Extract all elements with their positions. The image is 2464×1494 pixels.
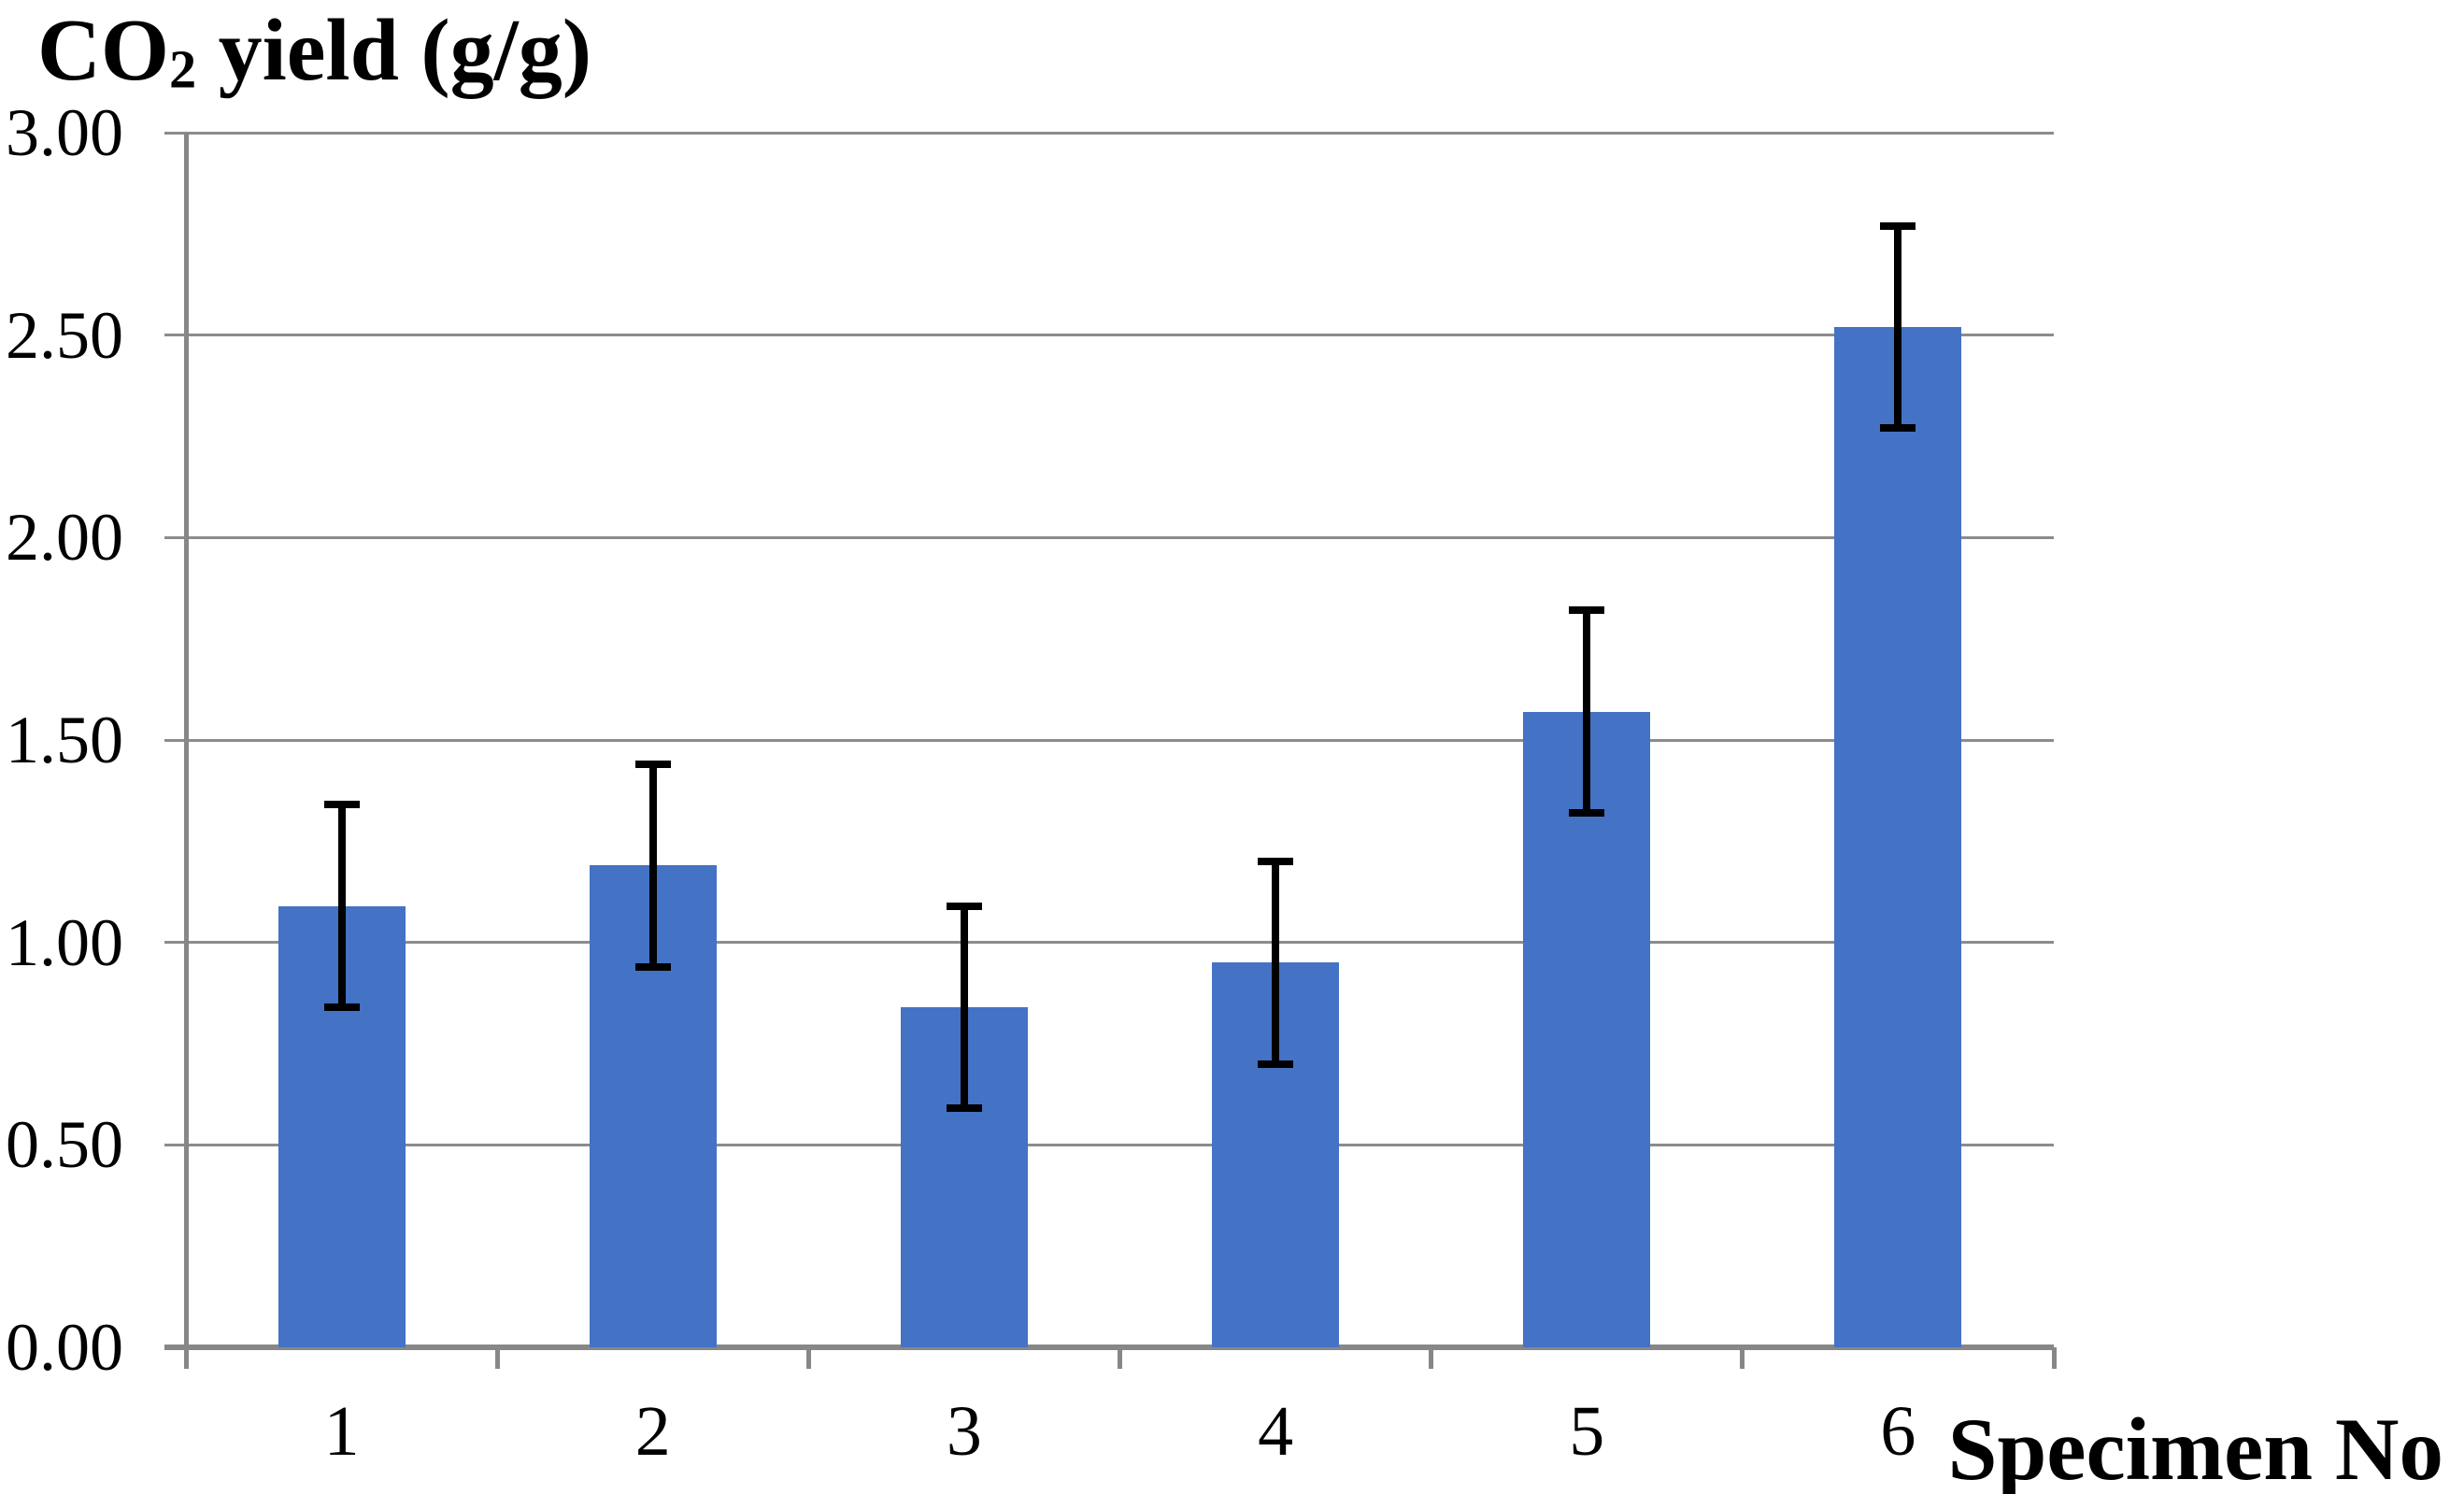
error-bar-top-cap-specimen-3 — [946, 902, 982, 910]
error-bar-bottom-cap-specimen-4 — [1258, 1060, 1294, 1068]
x-tick-label-2: 2 — [634, 1392, 671, 1471]
error-bar-bottom-cap-specimen-1 — [323, 1003, 360, 1011]
error-bar-line-specimen-6 — [1894, 225, 1902, 429]
chart-title-subscript: 2 — [169, 38, 197, 100]
error-bar-line-specimen-1 — [337, 804, 346, 1007]
error-bar-top-cap-specimen-5 — [1569, 606, 1605, 615]
error-bar-line-specimen-4 — [1272, 861, 1280, 1064]
error-bar-bottom-cap-specimen-5 — [1569, 809, 1605, 817]
chart-title-suffix: yield (g/g) — [196, 2, 592, 99]
gridline-y-3.00 — [164, 131, 2054, 135]
y-tick-label-2.00: 2.00 — [6, 500, 123, 576]
error-bar-bottom-cap-specimen-6 — [1880, 424, 1916, 433]
error-bar-line-specimen-5 — [1583, 610, 1591, 813]
gridline-y-2.00 — [164, 535, 2054, 539]
x-tick-label-5: 5 — [1569, 1392, 1605, 1471]
chart-title-prefix: CO — [37, 2, 169, 99]
x-axis-tick — [1740, 1347, 1745, 1369]
gridline-y-1.50 — [164, 738, 2054, 742]
y-tick-label-1.50: 1.50 — [6, 703, 123, 777]
gridline-y-0.50 — [164, 1143, 2054, 1146]
y-tick-label-2.50: 2.50 — [6, 297, 123, 373]
y-tick-label-0.00: 0.00 — [6, 1310, 123, 1385]
error-bar-top-cap-specimen-1 — [323, 801, 360, 809]
x-axis-tick — [1118, 1347, 1122, 1369]
x-tick-label-3: 3 — [946, 1392, 982, 1471]
x-axis-tick — [805, 1347, 811, 1369]
x-axis-line — [164, 1345, 2054, 1350]
x-axis-tick — [494, 1347, 500, 1369]
error-bar-bottom-cap-specimen-3 — [946, 1104, 982, 1113]
error-bar-bottom-cap-specimen-2 — [634, 962, 671, 971]
x-axis-title: Specimen No — [1947, 1400, 2443, 1494]
error-bar-line-specimen-3 — [960, 905, 968, 1109]
y-tick-label-1.00: 1.00 — [6, 904, 123, 980]
error-bar-line-specimen-2 — [648, 764, 657, 967]
error-bar-top-cap-specimen-4 — [1258, 858, 1294, 865]
error-bar-top-cap-specimen-6 — [1880, 221, 1916, 230]
x-axis-tick — [1429, 1347, 1434, 1369]
y-axis-line — [183, 133, 189, 1369]
gridline-y-1.00 — [164, 941, 2054, 945]
y-tick-label-0.50: 0.50 — [6, 1107, 123, 1183]
x-tick-label-1: 1 — [323, 1392, 360, 1471]
chart-title: CO2 yield (g/g) — [37, 0, 591, 101]
bar-specimen-5 — [1523, 711, 1651, 1347]
x-axis-tick — [2051, 1347, 2057, 1369]
y-tick-label-3.00: 3.00 — [6, 95, 123, 170]
x-tick-label-4: 4 — [1258, 1392, 1294, 1471]
bar-specimen-6 — [1834, 327, 1962, 1347]
gridline-y-2.50 — [164, 334, 2054, 337]
x-tick-label-6: 6 — [1880, 1392, 1916, 1471]
error-bar-top-cap-specimen-2 — [634, 761, 671, 768]
